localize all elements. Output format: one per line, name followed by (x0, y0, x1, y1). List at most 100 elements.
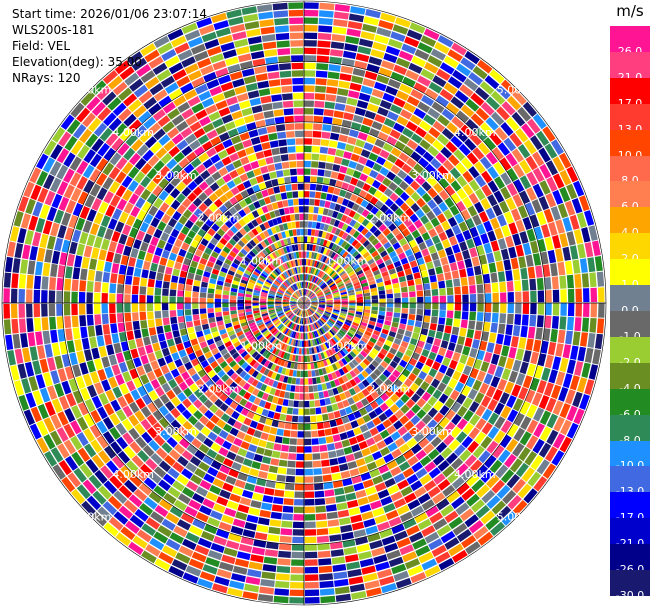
range-gate (198, 394, 208, 404)
range-gate (310, 316, 315, 322)
range-gate (245, 308, 252, 313)
range-gate (250, 404, 258, 413)
range-gate (325, 435, 334, 444)
range-gate (299, 298, 304, 303)
range-gate (466, 356, 475, 367)
range-gate (319, 2, 335, 11)
range-gate (27, 260, 36, 275)
range-gate (386, 289, 393, 295)
range-gate (562, 217, 573, 232)
range-gate (320, 327, 326, 334)
range-gate (239, 398, 248, 407)
range-gate (371, 333, 379, 340)
range-gate (469, 247, 478, 258)
range-gate (106, 460, 119, 474)
range-gate (115, 185, 127, 198)
range-gate (216, 471, 228, 482)
range-gate (21, 378, 32, 394)
range-gate (411, 461, 423, 473)
range-gate (300, 236, 304, 243)
range-gate (318, 319, 324, 326)
range-gate (92, 490, 107, 505)
range-gate (185, 251, 194, 260)
range-gate (373, 330, 381, 336)
range-gate (457, 405, 468, 418)
range-gate (413, 108, 426, 119)
range-gate (210, 326, 218, 333)
range-gate (410, 393, 421, 403)
range-gate (498, 323, 506, 334)
range-gate (337, 283, 345, 288)
range-gate (595, 333, 603, 350)
range-gate (376, 440, 387, 450)
range-gate (23, 409, 35, 426)
range-gate (531, 392, 543, 407)
range-gate (509, 132, 523, 147)
range-gate (159, 498, 173, 511)
range-gate (287, 330, 292, 337)
range-gate (445, 246, 454, 256)
range-gate (332, 326, 339, 333)
range-gate (29, 167, 42, 184)
range-gate (226, 274, 234, 280)
range-gate (374, 34, 390, 45)
range-gate (386, 111, 399, 122)
range-gate (354, 284, 361, 290)
range-gate (319, 300, 326, 303)
range-gate (275, 405, 282, 413)
range-gate (315, 346, 320, 353)
range-gate (324, 397, 331, 405)
range-gate (171, 431, 183, 443)
range-gate (289, 589, 304, 597)
range-gate (178, 349, 187, 358)
range-gate (147, 154, 160, 167)
range-gate (441, 128, 455, 140)
range-gate (239, 282, 247, 288)
range-gate (231, 461, 242, 471)
range-gate (239, 318, 247, 324)
range-gate (318, 307, 325, 311)
range-gate (352, 250, 359, 258)
range-gate (414, 346, 423, 355)
range-gate (244, 330, 252, 337)
range-gate (402, 145, 414, 157)
range-gate (297, 309, 301, 316)
range-gate (93, 122, 108, 137)
range-gate (268, 291, 276, 296)
range-gate (304, 589, 320, 597)
range-gate (448, 516, 463, 530)
range-gate (253, 312, 261, 317)
range-gate (393, 64, 408, 76)
range-gate (113, 342, 122, 354)
range-gate (460, 319, 468, 329)
range-gate (311, 146, 320, 153)
range-gate (348, 210, 356, 218)
range-gate (58, 131, 72, 147)
range-gate (354, 345, 362, 353)
range-gate (153, 466, 167, 478)
range-gate (187, 272, 195, 280)
range-gate (380, 332, 388, 339)
range-gate (355, 287, 362, 292)
range-gate (387, 484, 400, 495)
range-gate (230, 295, 237, 300)
range-gate (280, 528, 293, 536)
range-gate (462, 303, 469, 312)
range-gate (317, 294, 324, 298)
range-gate (78, 291, 86, 303)
range-gate (115, 532, 131, 547)
range-gate (365, 255, 373, 262)
range-gate (309, 400, 315, 408)
range-gate (297, 438, 304, 446)
range-gate (317, 214, 323, 222)
range-gate (250, 500, 262, 509)
range-gate (321, 316, 328, 322)
range-gate (216, 356, 225, 365)
range-gate (394, 197, 405, 207)
range-gate (448, 236, 458, 246)
range-gate (331, 34, 346, 42)
range-gate (338, 360, 345, 368)
range-gate (402, 432, 413, 443)
range-gate (453, 149, 466, 162)
range-gate (469, 133, 482, 146)
